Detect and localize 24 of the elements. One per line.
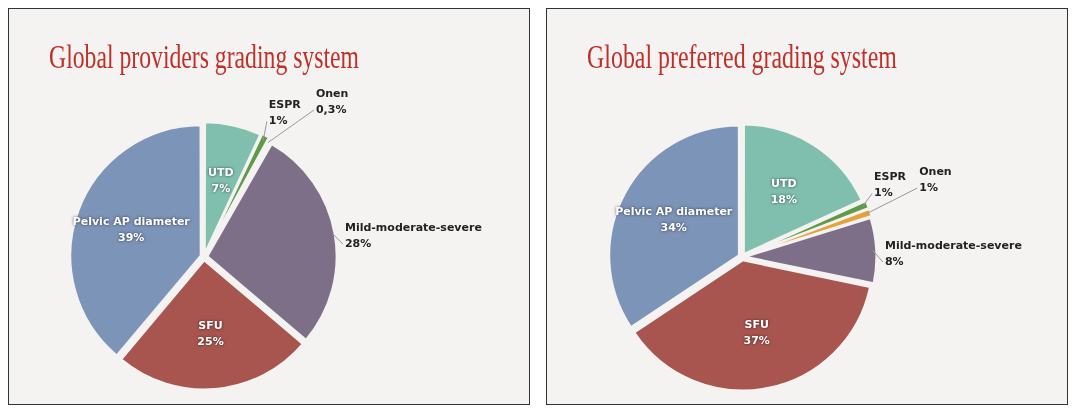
slice-label: Onen	[919, 164, 952, 178]
data-label: 1%	[873, 186, 893, 200]
slice-label: UTD	[208, 166, 234, 180]
slice-label: SFU	[744, 317, 769, 331]
data-label: 25%	[197, 334, 224, 348]
data-label: 7%	[211, 182, 231, 196]
data-label: 1%	[919, 180, 938, 194]
data-label: 28%	[344, 237, 372, 251]
slice-label: Onen	[315, 86, 349, 100]
data-label: 8%	[884, 254, 904, 268]
data-label: 34%	[660, 221, 687, 235]
data-label: 1%	[268, 114, 288, 128]
data-label: 0,3%	[315, 102, 347, 116]
chart-title: Global providers grading system	[49, 38, 360, 76]
slice-label: SFU	[198, 318, 223, 332]
slice-label: Mild-moderate-severe	[344, 221, 482, 235]
data-label: 37%	[743, 333, 770, 347]
slice-label: ESPR	[268, 98, 302, 112]
data-label: 39%	[118, 231, 145, 245]
slice-label: UTD	[771, 176, 797, 190]
chart-title: Global preferred grading system	[587, 38, 898, 76]
slice-label: ESPR	[873, 170, 907, 184]
slice-label: Mild-moderate-severe	[884, 238, 1022, 252]
data-label: 18%	[770, 192, 798, 206]
